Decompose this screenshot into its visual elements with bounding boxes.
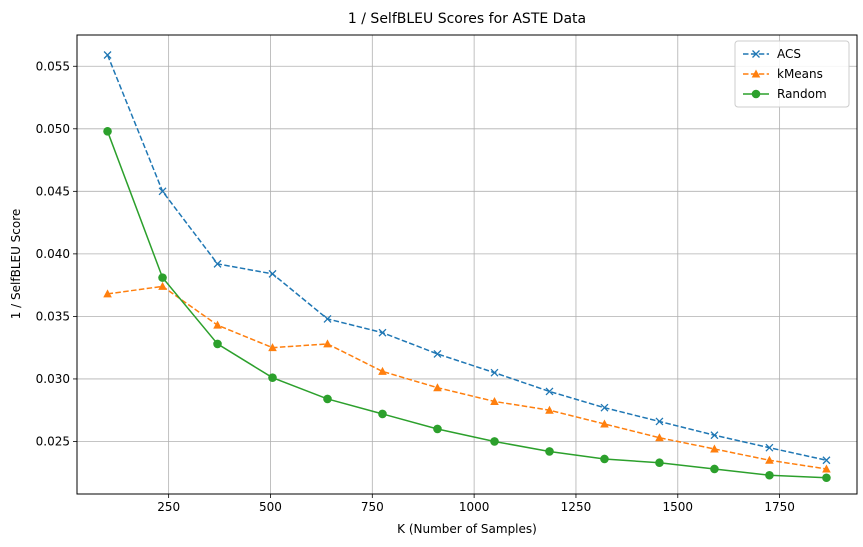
y-axis-label: 1 / SelfBLEU Score xyxy=(9,209,23,320)
data-point-random xyxy=(822,473,831,483)
legend-box xyxy=(734,40,850,108)
x-tick-label: 1250 xyxy=(561,500,592,514)
data-point-acs xyxy=(600,403,609,412)
x-tick-label: 1500 xyxy=(663,500,694,514)
data-point-random xyxy=(545,447,554,456)
data-point-kmeans xyxy=(213,320,222,329)
x-axis-label: K (Number of Samples) xyxy=(397,522,537,536)
y-tick-label: 0.055 xyxy=(36,59,70,73)
data-point-kmeans xyxy=(765,455,774,464)
data-point-acs xyxy=(268,269,277,278)
data-point-random xyxy=(213,339,222,349)
data-point-kmeans xyxy=(433,383,442,392)
data-point-random xyxy=(323,394,332,404)
data-point-kmeans xyxy=(710,444,719,453)
series-lines xyxy=(106,54,827,479)
data-point-acs xyxy=(765,443,774,452)
data-point-kmeans xyxy=(268,343,277,352)
data-point-kmeans xyxy=(323,339,332,348)
y-tick-label: 0.035 xyxy=(36,309,70,323)
data-point-random xyxy=(655,458,664,468)
data-point-random xyxy=(600,454,609,464)
data-point-random xyxy=(433,424,442,434)
x-tick-label: 1750 xyxy=(764,500,795,514)
x-axis: 250 500 750 1000 1250 1500 1750 xyxy=(157,494,795,514)
data-point-random xyxy=(710,464,719,474)
series-markers xyxy=(103,51,831,483)
data-point-random xyxy=(490,437,499,446)
data-point-acs xyxy=(158,187,167,196)
data-point-acs xyxy=(213,259,222,268)
legend-label-kmeans: kMeans xyxy=(777,67,823,81)
x-tick-label: 500 xyxy=(259,500,282,514)
x-tick-label: 1000 xyxy=(459,500,490,514)
data-point-acs xyxy=(545,387,554,396)
series-line-random xyxy=(106,131,827,479)
data-point-acs xyxy=(323,314,332,323)
legend-entry-acs: ACS xyxy=(743,47,801,61)
y-tick-label: 0.030 xyxy=(36,372,70,386)
data-point-random xyxy=(268,373,277,382)
data-point-kmeans xyxy=(378,366,387,375)
grid-lines xyxy=(77,35,857,494)
data-point-kmeans xyxy=(822,464,831,473)
y-tick-label: 0.050 xyxy=(36,122,70,136)
data-point-acs xyxy=(433,349,442,358)
data-point-kmeans xyxy=(655,433,664,442)
legend: ACS kMeans Random xyxy=(734,40,850,108)
legend-label-random: Random xyxy=(777,87,827,101)
legend-entry-kmeans: kMeans xyxy=(743,67,823,81)
data-point-acs xyxy=(655,417,664,426)
legend-marker-random xyxy=(751,89,761,99)
data-point-kmeans xyxy=(103,289,112,298)
y-tick-label: 0.045 xyxy=(36,184,70,198)
series-line-acs xyxy=(106,54,827,461)
legend-marker-kmeans xyxy=(751,69,761,78)
data-point-acs xyxy=(103,51,112,59)
x-tick-label: 250 xyxy=(157,500,180,514)
data-point-acs xyxy=(822,456,831,465)
data-point-acs xyxy=(378,328,387,337)
x-tick-label: 750 xyxy=(361,500,384,514)
legend-marker-acs xyxy=(752,50,760,58)
data-point-random xyxy=(103,127,112,136)
chart-title: 1 / SelfBLEU Scores for ASTE Data xyxy=(348,11,586,27)
data-point-acs xyxy=(710,431,719,440)
data-point-kmeans xyxy=(490,396,499,405)
data-point-kmeans xyxy=(158,281,167,290)
y-tick-label: 0.040 xyxy=(36,247,70,261)
y-tick-label: 0.025 xyxy=(36,434,70,448)
y-axis: 0.025 0.030 0.035 0.040 0.045 0.050 0.055 xyxy=(36,59,77,448)
legend-entry-random: Random xyxy=(743,87,827,101)
data-point-random xyxy=(378,409,387,419)
data-point-kmeans xyxy=(600,419,609,428)
data-point-kmeans xyxy=(545,405,554,414)
data-point-random xyxy=(765,470,774,480)
data-point-random xyxy=(158,273,167,282)
legend-label-acs: ACS xyxy=(777,47,801,61)
plot-frame xyxy=(76,34,858,495)
data-point-acs xyxy=(490,368,499,377)
